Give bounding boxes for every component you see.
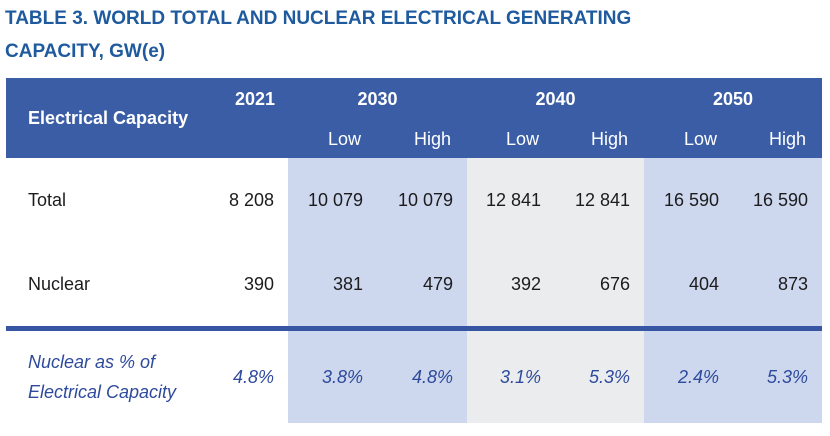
row-label-nuclear-percent: Nuclear as % of Electrical Capacity [6,331,192,423]
table-cell: 10 079 [288,158,377,242]
table-cell: 5.3% [733,331,822,423]
row-label-total: Total [6,158,192,242]
subheader-2030-low: Low [288,120,377,158]
table-cell: 390 [192,242,288,326]
capacity-table: Electrical Capacity 2021 2030 2040 2050 … [6,78,822,423]
table-cell: 873 [733,242,822,326]
table-cell: 479 [377,242,467,326]
table-cell: 676 [555,242,644,326]
table-cell: 2.4% [644,331,733,423]
column-header-electrical-capacity: Electrical Capacity [6,78,192,158]
table-cell: 381 [288,242,377,326]
row-label-nuclear: Nuclear [6,242,192,326]
subheader-2030-high: High [377,120,467,158]
table-cell: 12 841 [467,158,555,242]
horizontal-rule [6,326,822,331]
table-cell: 16 590 [644,158,733,242]
subheader-2050-high: High [733,120,822,158]
subheader-2040-low: Low [467,120,555,158]
table-cell: 4.8% [192,331,288,423]
column-header-2030: 2030 [288,78,467,120]
subheader-2050-low: Low [644,120,733,158]
table-cell: 3.8% [288,331,377,423]
header-spacer [192,120,288,158]
table-cell: 10 079 [377,158,467,242]
table-cell: 392 [467,242,555,326]
column-header-2040: 2040 [467,78,644,120]
table-cell: 4.8% [377,331,467,423]
column-header-2050: 2050 [644,78,822,120]
table-cell: 404 [644,242,733,326]
column-header-2021: 2021 [192,78,288,120]
table-cell: 5.3% [555,331,644,423]
subheader-2040-high: High [555,120,644,158]
table-cell: 3.1% [467,331,555,423]
table-cell: 16 590 [733,158,822,242]
table-cell: 12 841 [555,158,644,242]
table-title: TABLE 3. WORLD TOTAL AND NUCLEAR ELECTRI… [5,8,632,62]
table-cell: 8 208 [192,158,288,242]
